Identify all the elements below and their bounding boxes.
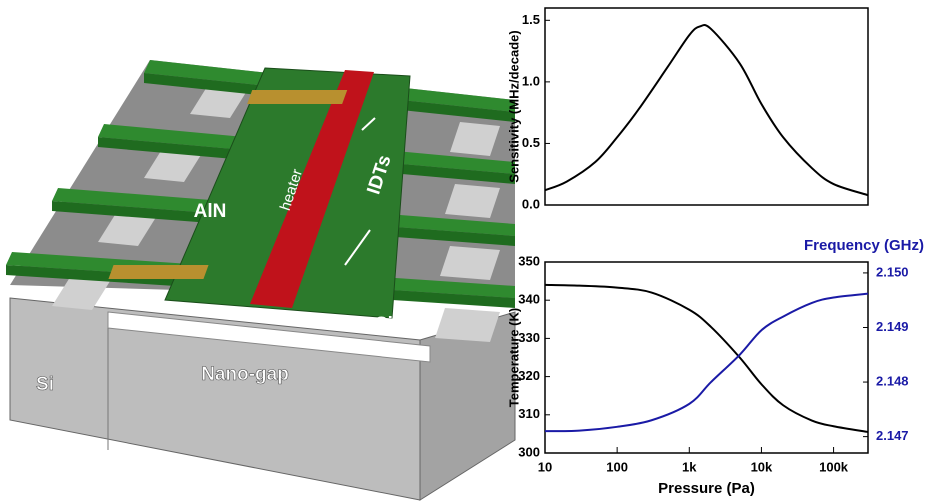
plot-frame (545, 262, 868, 453)
y-tick-label: 320 (518, 368, 540, 383)
x-tick-label: 1k (682, 459, 697, 474)
x-axis-title: Pressure (Pa) (658, 480, 755, 497)
light-pad (440, 246, 500, 280)
idt (247, 90, 347, 104)
label-sio2: SiO2 (375, 314, 418, 335)
y-tick-label: 310 (518, 406, 540, 421)
y-tick-label: 340 (518, 292, 540, 307)
arrow (300, 315, 370, 322)
y2-tick-label: 2.150 (876, 264, 909, 279)
label-nano-gap: Nano-gap (201, 364, 289, 385)
label-aln: AlN (194, 201, 227, 222)
y-axis-title: Sensitivity (MHz/decade) (506, 30, 521, 182)
y2-tick-label: 2.149 (876, 319, 909, 334)
y2-tick-label: 2.148 (876, 373, 909, 388)
y-tick-label: 350 (518, 253, 540, 268)
x-tick-label: 100 (606, 459, 628, 474)
y-tick-label: 330 (518, 330, 540, 345)
x-tick-label: 10k (751, 459, 773, 474)
light-pad (435, 308, 500, 342)
label-si: Si (36, 374, 54, 395)
device-diagram (6, 60, 515, 500)
figure: AlN heater IDTs SiO2 Nano-gap Si 0.00.51… (0, 0, 930, 501)
x-tick-label: 10 (538, 459, 552, 474)
idt (108, 265, 208, 279)
data-line (545, 25, 868, 195)
y2-tick-label: 2.147 (876, 428, 909, 443)
y-tick-label: 1.0 (522, 73, 540, 88)
y-tick-label: 0.0 (522, 196, 540, 211)
y-tick-label: 0.5 (522, 135, 540, 150)
y-tick-label: 1.5 (522, 12, 540, 27)
y-axis-title: Temperature (K) (506, 308, 521, 407)
data-line (545, 294, 868, 432)
data-line (545, 285, 868, 432)
y2-axis-title: Frequency (GHz) (804, 237, 924, 254)
x-tick-label: 100k (819, 459, 849, 474)
y-tick-label: 300 (518, 444, 540, 459)
